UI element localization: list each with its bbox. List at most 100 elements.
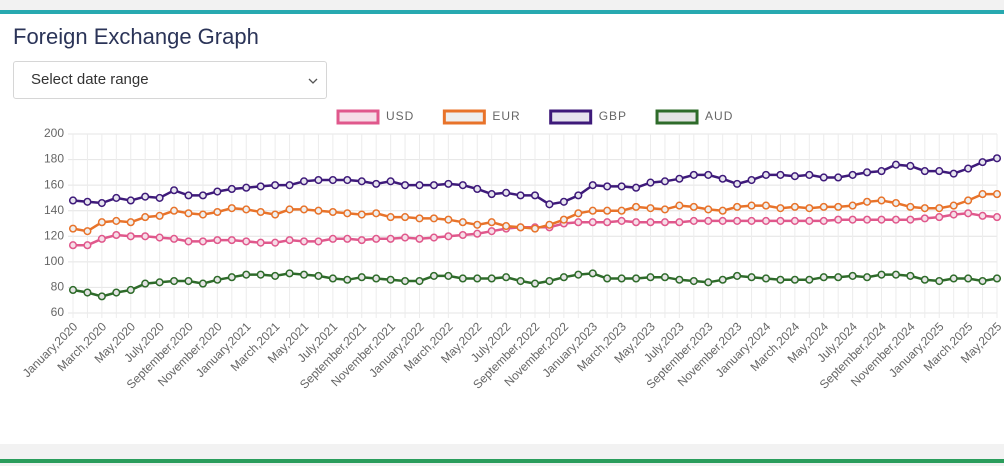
data-point bbox=[992, 213, 1002, 222]
data-point bbox=[458, 218, 467, 227]
data-point bbox=[227, 273, 236, 282]
data-point bbox=[574, 218, 583, 227]
data-point bbox=[704, 216, 713, 225]
data-point bbox=[444, 232, 453, 241]
data-point bbox=[328, 234, 337, 243]
data-point bbox=[559, 215, 568, 224]
data-point bbox=[285, 269, 294, 278]
data-point bbox=[747, 216, 756, 225]
data-point bbox=[299, 177, 309, 186]
y-tick-label: 80 bbox=[51, 280, 65, 294]
data-point bbox=[328, 274, 337, 283]
data-point bbox=[790, 216, 799, 225]
data-point bbox=[761, 274, 771, 283]
y-tick-label: 100 bbox=[44, 254, 64, 268]
data-point bbox=[718, 174, 727, 183]
data-point bbox=[458, 274, 467, 283]
data-point bbox=[935, 204, 944, 213]
data-point bbox=[473, 184, 482, 194]
data-point bbox=[545, 200, 554, 209]
data-point bbox=[660, 177, 669, 186]
data-point bbox=[834, 215, 843, 224]
data-point bbox=[357, 177, 366, 186]
divider bbox=[0, 459, 1004, 463]
data-point bbox=[834, 173, 843, 182]
y-tick-label: 140 bbox=[44, 203, 64, 217]
data-point bbox=[863, 197, 872, 206]
data-point bbox=[574, 191, 583, 200]
data-point bbox=[83, 197, 92, 206]
data-point bbox=[314, 237, 323, 246]
data-point bbox=[429, 271, 438, 280]
data-point bbox=[603, 206, 612, 215]
data-point bbox=[227, 184, 236, 194]
data-point bbox=[689, 276, 698, 286]
data-point bbox=[704, 170, 713, 179]
data-point bbox=[68, 196, 78, 205]
data-point bbox=[805, 170, 814, 179]
data-point bbox=[401, 276, 410, 286]
data-point bbox=[357, 236, 366, 245]
data-point bbox=[718, 206, 727, 215]
data-point bbox=[761, 216, 771, 225]
data-point bbox=[949, 274, 958, 283]
y-tick-label: 160 bbox=[44, 177, 64, 191]
data-point bbox=[617, 206, 626, 215]
y-tick-label: 60 bbox=[51, 305, 65, 319]
date-range-select[interactable]: Select date range bbox=[13, 61, 327, 99]
data-point bbox=[978, 211, 987, 220]
data-point bbox=[805, 216, 814, 225]
data-point bbox=[516, 191, 525, 200]
data-point bbox=[372, 179, 381, 188]
data-point bbox=[761, 170, 771, 179]
data-point bbox=[285, 205, 294, 214]
data-point bbox=[733, 179, 742, 188]
data-point bbox=[978, 190, 987, 199]
data-point bbox=[68, 241, 78, 250]
data-point bbox=[285, 181, 294, 190]
data-point bbox=[213, 236, 222, 245]
data-point bbox=[343, 275, 352, 284]
data-point bbox=[242, 183, 251, 192]
data-point bbox=[906, 215, 915, 224]
legend-label: USD bbox=[386, 109, 414, 123]
data-point bbox=[126, 285, 135, 295]
data-point bbox=[487, 190, 496, 199]
data-point bbox=[949, 201, 958, 210]
data-point bbox=[487, 274, 496, 283]
data-point bbox=[429, 214, 438, 223]
data-point bbox=[213, 275, 222, 284]
data-point bbox=[935, 213, 944, 222]
data-point bbox=[386, 213, 395, 222]
data-point bbox=[935, 276, 944, 286]
data-point bbox=[314, 271, 323, 280]
data-point bbox=[184, 276, 193, 286]
data-point bbox=[877, 270, 886, 279]
data-point bbox=[372, 209, 381, 218]
data-point bbox=[357, 210, 366, 219]
data-point bbox=[992, 274, 1002, 283]
data-point bbox=[877, 167, 886, 176]
data-point bbox=[444, 215, 453, 224]
data-point bbox=[97, 198, 106, 208]
legend-swatch bbox=[655, 109, 699, 125]
data-point bbox=[502, 273, 511, 282]
data-point bbox=[343, 209, 352, 218]
data-point bbox=[920, 275, 929, 284]
legend-swatch bbox=[336, 109, 380, 125]
data-point bbox=[170, 186, 179, 195]
data-point bbox=[632, 202, 641, 211]
data-point bbox=[213, 207, 222, 217]
data-point bbox=[733, 271, 742, 280]
data-point bbox=[343, 234, 352, 243]
data-point bbox=[689, 170, 698, 179]
data-point bbox=[97, 218, 106, 227]
data-point bbox=[401, 213, 410, 222]
data-point bbox=[819, 202, 828, 211]
data-point bbox=[588, 181, 597, 190]
data-point bbox=[964, 209, 973, 218]
data-point bbox=[660, 273, 669, 282]
data-point bbox=[415, 234, 424, 243]
legend-swatch bbox=[442, 109, 486, 125]
data-point bbox=[790, 275, 799, 284]
